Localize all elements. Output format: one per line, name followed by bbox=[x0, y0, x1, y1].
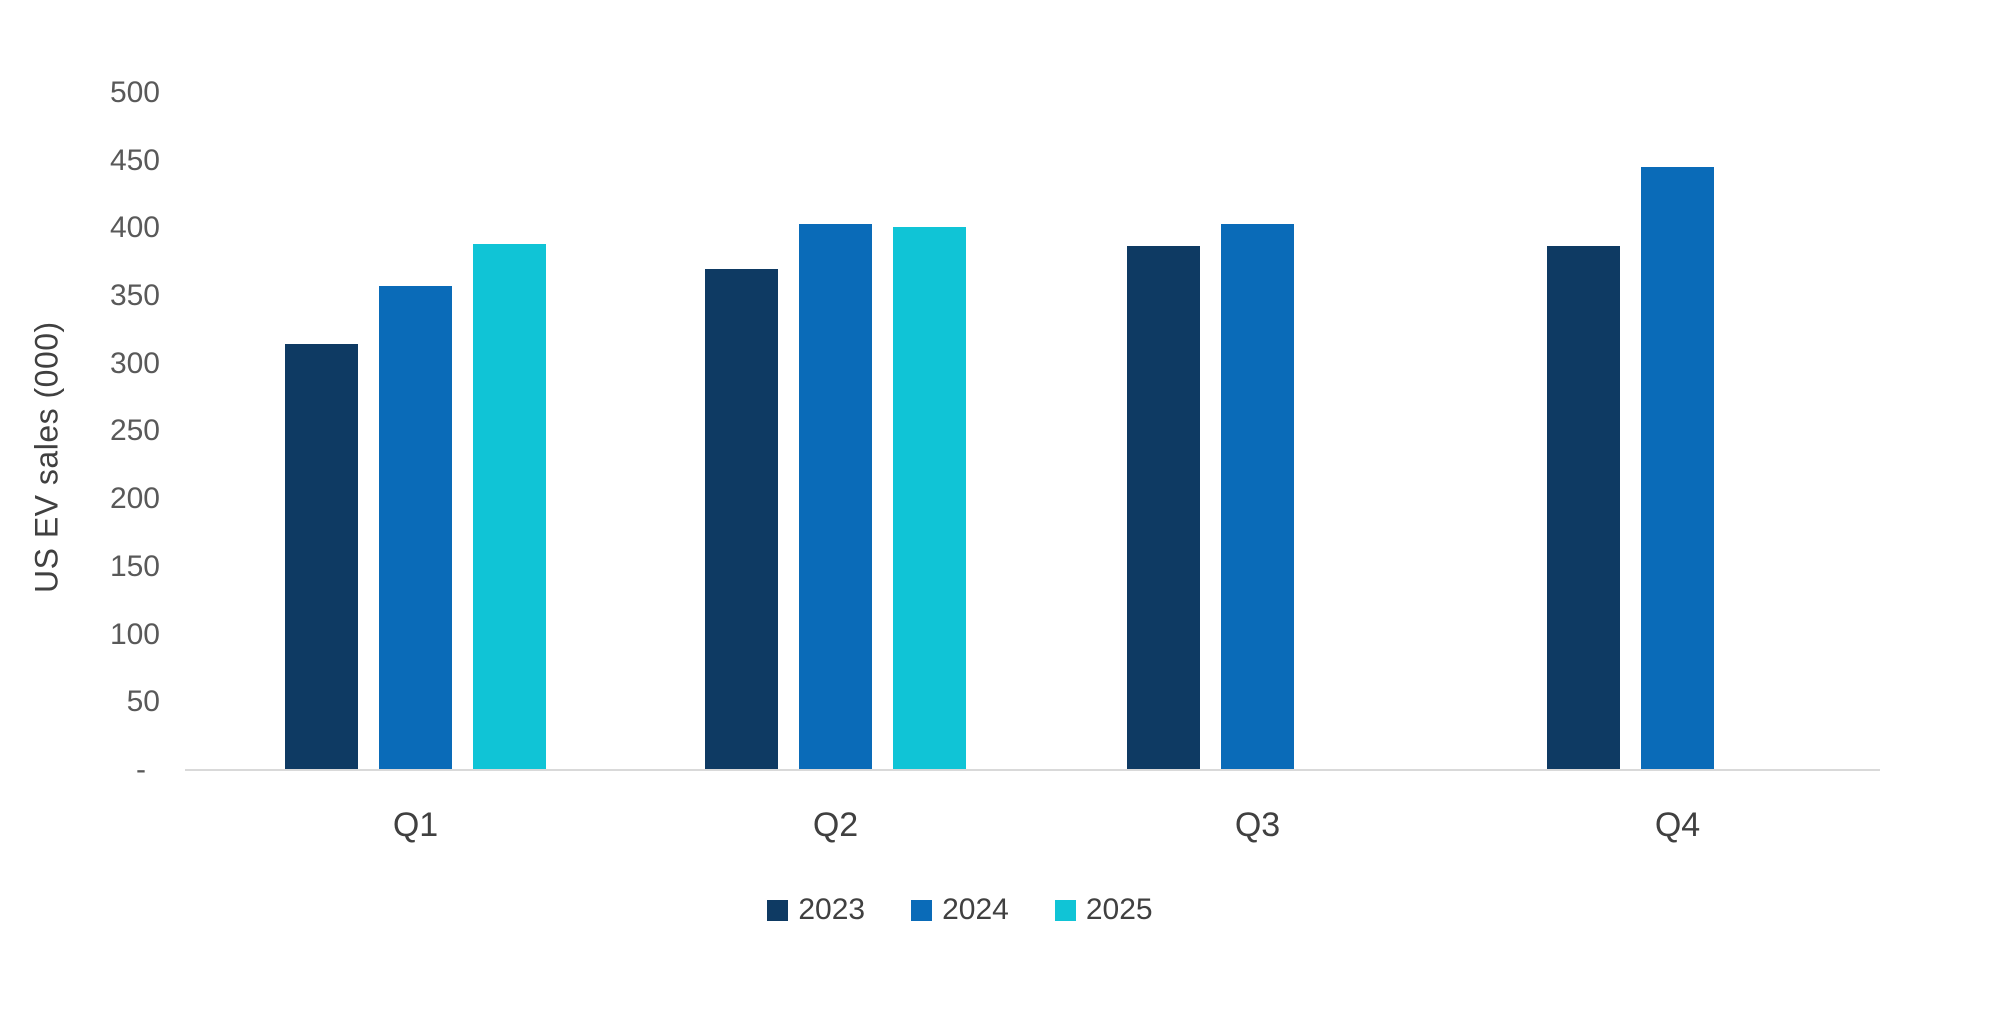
bar-group-q2 bbox=[705, 93, 966, 769]
y-tick-450: 450 bbox=[109, 143, 160, 177]
x-label-q4: Q4 bbox=[1654, 806, 1701, 844]
legend-item-2023: 2023 bbox=[767, 893, 865, 927]
bar-2025-q1 bbox=[473, 244, 546, 769]
y-tick-400: 400 bbox=[109, 211, 160, 245]
y-tick-500: 500 bbox=[109, 76, 160, 109]
bar-2023-q1 bbox=[285, 344, 358, 769]
y-tick-zero: - bbox=[136, 752, 146, 786]
bar-group-q3 bbox=[1127, 93, 1388, 769]
x-label-q3: Q3 bbox=[1234, 806, 1281, 844]
y-tick-150: 150 bbox=[109, 549, 160, 583]
y-tick-250: 250 bbox=[109, 414, 160, 448]
bar-2024-q1 bbox=[379, 286, 452, 769]
x-label-q1: Q1 bbox=[392, 806, 439, 844]
y-tick-100: 100 bbox=[109, 617, 160, 651]
bar-2024-q3 bbox=[1221, 224, 1294, 769]
y-tick-200: 200 bbox=[109, 482, 160, 516]
bar-2024-q2 bbox=[799, 224, 872, 769]
bar-2023-q2 bbox=[705, 269, 778, 769]
y-tick-50: 50 bbox=[126, 685, 160, 719]
bar-2023-q3 bbox=[1127, 246, 1200, 769]
y-axis-tick-labels: 500 450 400 350 300 250 200 150 100 50 - bbox=[40, 77, 160, 786]
legend-swatch-2024 bbox=[911, 899, 933, 921]
bar-2023-q4 bbox=[1547, 246, 1620, 769]
legend-label-2024: 2024 bbox=[942, 893, 1009, 926]
legend-item-2025: 2025 bbox=[1054, 893, 1153, 927]
legend-swatch-2025 bbox=[1054, 899, 1076, 921]
bar-2024-q4 bbox=[1641, 167, 1714, 769]
legend-item-2024: 2024 bbox=[911, 893, 1009, 927]
x-label-q2: Q2 bbox=[812, 806, 859, 844]
bar-2025-q2 bbox=[893, 227, 966, 769]
chart-legend: 2023 2024 2025 bbox=[40, 893, 1880, 927]
legend-swatch-2023 bbox=[767, 899, 789, 921]
legend-label-2023: 2023 bbox=[798, 893, 866, 926]
bar-group-q1 bbox=[285, 93, 546, 769]
y-tick-300: 300 bbox=[109, 346, 160, 380]
legend-label-2025: 2025 bbox=[1085, 893, 1153, 926]
bar-group-q4 bbox=[1547, 93, 1808, 769]
y-tick-350: 350 bbox=[109, 279, 160, 313]
x-axis-line bbox=[185, 769, 1880, 771]
